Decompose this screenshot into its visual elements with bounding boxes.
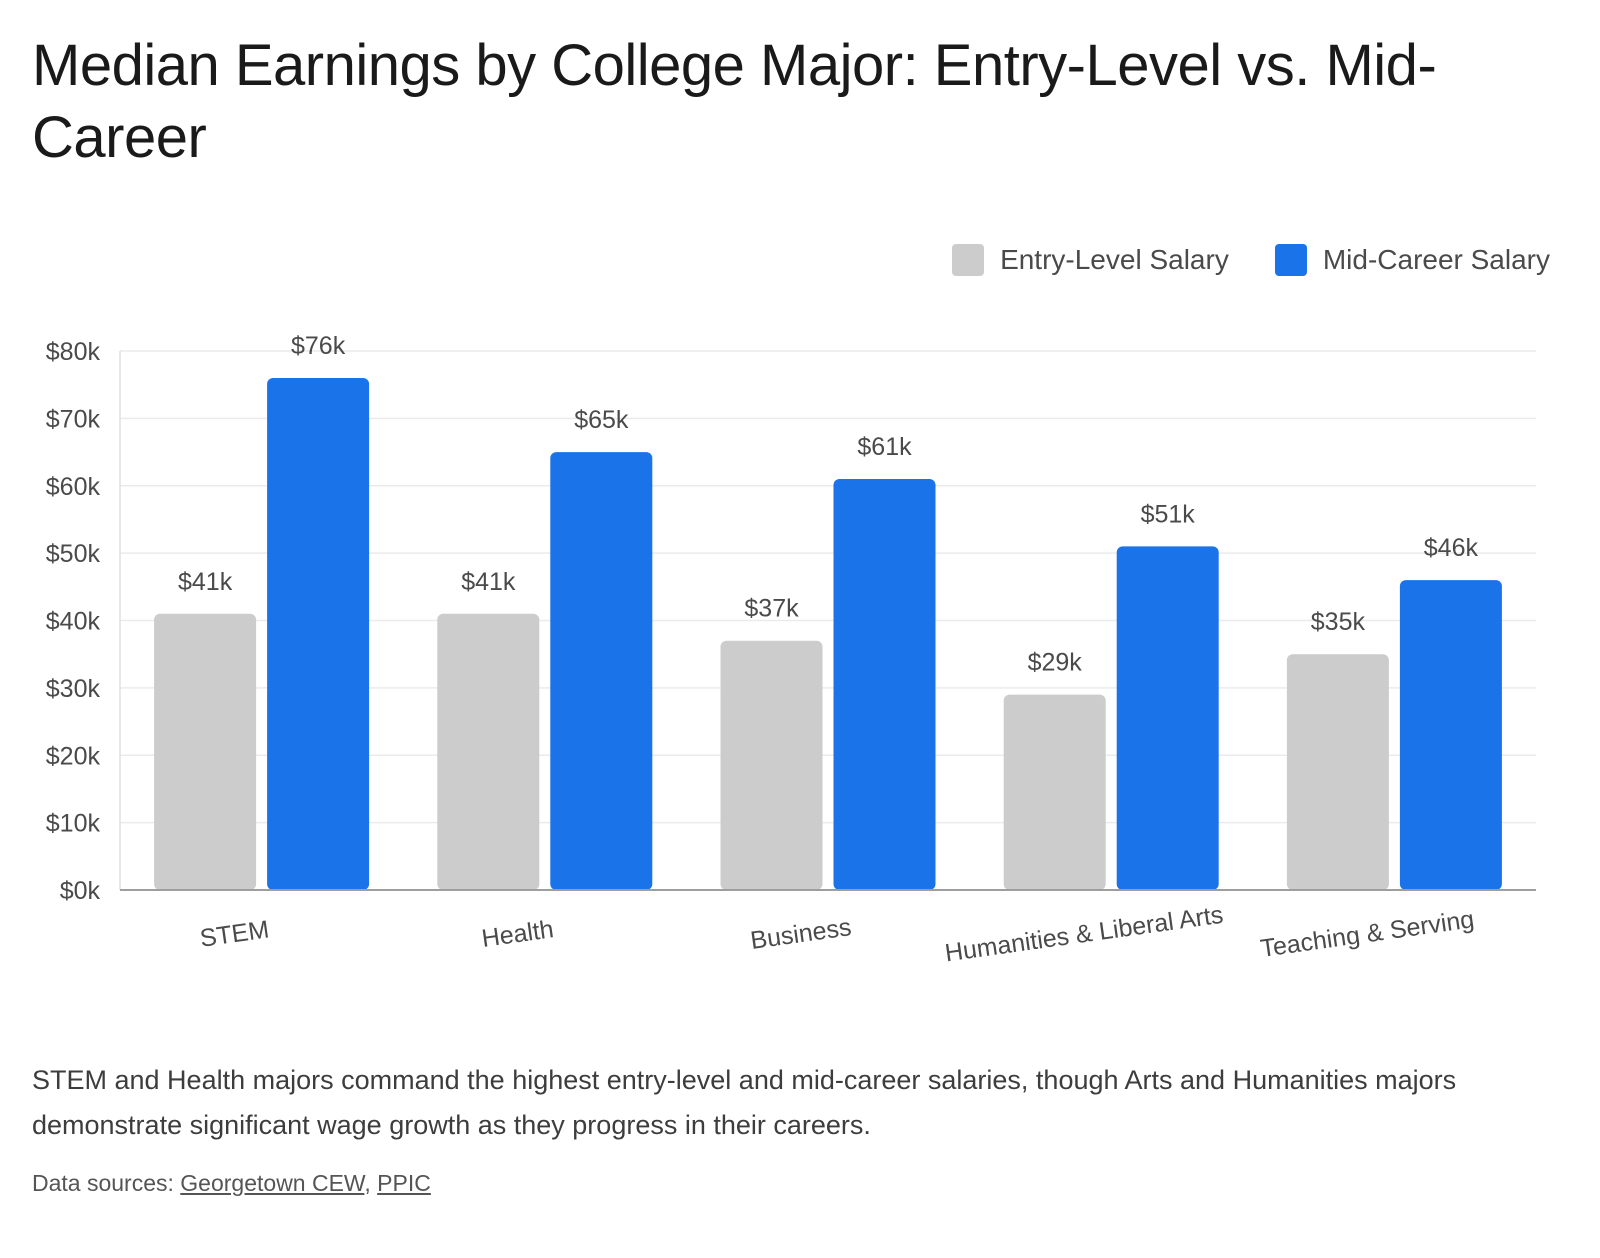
data-label: $46k (1424, 534, 1479, 562)
legend-label-entry: Entry-Level Salary (1000, 244, 1229, 275)
legend-swatch-mid (1274, 244, 1307, 276)
data-label: $65k (574, 406, 629, 434)
x-tick-label: Teaching & Serving (1259, 905, 1476, 963)
data-sources: Data sources: Georgetown CEW, PPIC (32, 1170, 431, 1197)
bar-entry-level (1286, 654, 1389, 890)
bar-mid-career (833, 479, 936, 890)
data-label: $37k (744, 595, 799, 623)
sources-prefix: Data sources: (32, 1170, 181, 1196)
data-label: $29k (1028, 649, 1083, 677)
x-tick-label: STEM (198, 915, 271, 952)
data-label: $35k (1311, 608, 1366, 636)
y-tick-label: $30k (46, 675, 101, 703)
data-label: $41k (178, 568, 233, 596)
legend-label-mid: Mid-Career Salary (1322, 244, 1550, 275)
bar-entry-level (154, 613, 257, 890)
y-tick-label: $50k (46, 540, 101, 568)
source-link-ppic[interactable]: PPIC (377, 1170, 431, 1196)
chart-title: Median Earnings by College Major: Entry-… (32, 33, 1437, 170)
bar-mid-career (267, 377, 370, 890)
sources-separator: , (364, 1170, 378, 1196)
legend-swatch-entry (952, 244, 985, 276)
y-tick-label: $80k (46, 338, 101, 366)
x-tick-label: Health (480, 915, 555, 953)
bar-mid-career (550, 452, 653, 890)
data-label: $41k (461, 568, 516, 596)
y-tick-label: $10k (46, 810, 101, 838)
insight-text: STEM and Health majors command the highe… (32, 1065, 1457, 1140)
data-label: $76k (291, 332, 346, 360)
data-label: $61k (857, 433, 912, 461)
y-tick-label: $0k (60, 877, 101, 905)
legend-item-entry[interactable]: Entry-Level Salary (952, 244, 1229, 276)
bar-chart: $0k $10k $20k $30k $40k $50k $60k $70k $80k $41k $… (46, 332, 1536, 968)
legend-item-mid[interactable]: Mid-Career Salary (1274, 244, 1550, 276)
x-tick-label: Business (749, 913, 853, 955)
bar-entry-level (1003, 694, 1106, 890)
bar-mid-career (1399, 580, 1502, 890)
y-tick-label: $70k (46, 405, 101, 433)
x-tick-label: Humanities & Liberal Arts (943, 901, 1225, 968)
legend: Entry-Level Salary Mid-Career Salary (952, 244, 1550, 276)
y-tick-label: $40k (46, 608, 101, 636)
data-label: $51k (1141, 500, 1196, 528)
bar-entry-level (720, 640, 823, 890)
y-tick-label: $60k (46, 473, 101, 501)
bar-entry-level (437, 613, 540, 890)
y-tick-label: $20k (46, 742, 101, 770)
bar-mid-career (1116, 546, 1219, 890)
source-link-georgetown-cew[interactable]: Georgetown CEW (180, 1170, 365, 1196)
